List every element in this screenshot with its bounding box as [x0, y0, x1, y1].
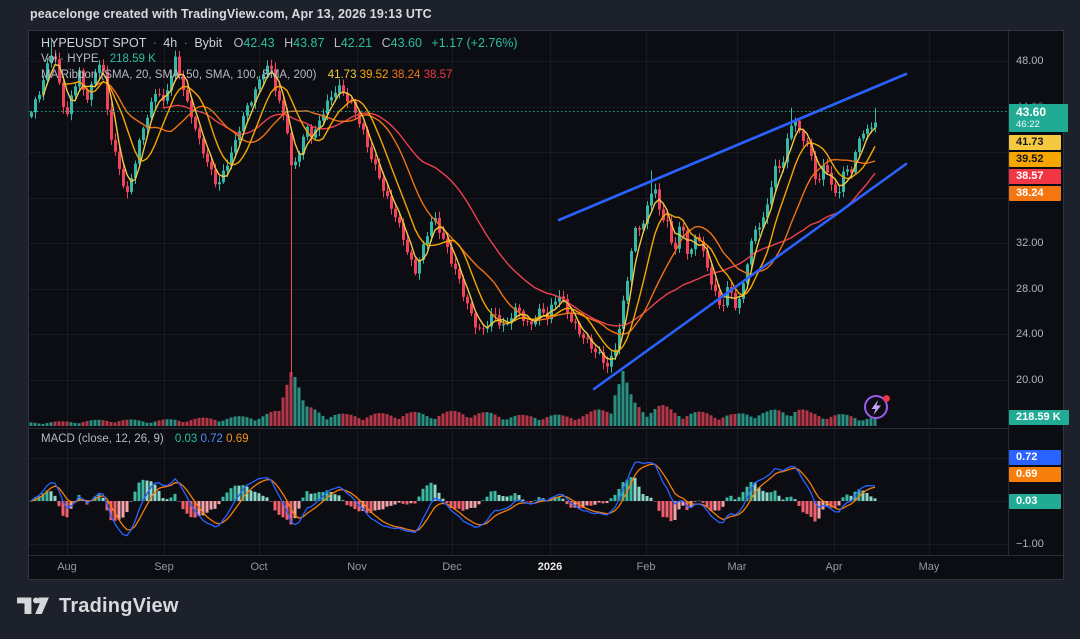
price-tick: 24.00 [1016, 328, 1044, 340]
last-price-value: 43.60 [1016, 105, 1047, 119]
sma200-badge: 38.57 [1009, 169, 1061, 184]
low-label: L [333, 36, 341, 50]
high-label: H [284, 36, 294, 50]
month-label: Oct [250, 561, 268, 573]
sma50-badge: 39.52 [1009, 152, 1061, 167]
macd-signal-value: 0.69 [226, 433, 249, 445]
year-label: 2026 [537, 561, 563, 573]
macd-tick: −1.00 [1016, 538, 1044, 550]
close-label: C [381, 36, 391, 50]
sma20-value: 41.73 [327, 69, 357, 81]
footer: TradingView [0, 578, 1080, 639]
macd-hist-value: 0.03 [174, 433, 198, 445]
tradingview-logo[interactable]: TradingView [16, 592, 179, 620]
volume-label[interactable]: Vol · HYPE [41, 53, 99, 65]
sma50-value: 39.52 [359, 69, 389, 81]
volume-value: 218.59 K [109, 53, 156, 65]
lightning-icon [864, 395, 890, 419]
change-value: +1.17 (+2.76%) [431, 36, 518, 50]
exchange-label[interactable]: Bybit [194, 36, 223, 50]
sma100-badge: 38.24 [1009, 186, 1061, 201]
low-value: 42.21 [340, 36, 373, 50]
macd-line-value: 0.72 [200, 433, 223, 445]
price-tick: 48.00 [1016, 55, 1044, 67]
legend-separator: · [183, 36, 188, 50]
interval-label[interactable]: 4h [163, 36, 178, 50]
time-axis[interactable]: Aug Sep Oct Nov Dec 2026 Feb Mar Apr May [29, 555, 1063, 580]
legend-separator: · [152, 36, 157, 50]
macd-label[interactable]: MACD (close, 12, 26, 9) [41, 433, 164, 445]
volume-badge: 218.59 K [1009, 410, 1069, 425]
month-label: Sep [154, 561, 174, 573]
sma100-value: 38.24 [391, 69, 421, 81]
macd-hist-badge: 0.03 [1009, 494, 1061, 509]
price-tick: 28.00 [1016, 283, 1044, 295]
chart-widget: HYPEUSDT SPOT · 4h · Bybit O42.43 H43.87… [28, 30, 1069, 580]
last-price-badge: 43.60 46:22 [1009, 104, 1068, 132]
price-tick: 20.00 [1016, 374, 1044, 386]
attribution-text: peacelonge created with TradingView.com,… [30, 7, 432, 21]
ma-ribbon-legend[interactable]: MA Ribbon (SMA, 20, SMA, 50, SMA, 100, S… [41, 69, 452, 81]
sma200-value: 38.57 [423, 69, 453, 81]
month-label: May [918, 561, 940, 573]
month-label: Feb [636, 561, 656, 573]
attribution-bar: peacelonge created with TradingView.com,… [0, 0, 1080, 30]
price-tick: 32.00 [1016, 237, 1044, 249]
macd-legend[interactable]: MACD (close, 12, 26, 9) 0.03 0.72 0.69 [41, 433, 249, 445]
tradingview-brand-text: TradingView [59, 594, 179, 617]
month-label: Dec [442, 561, 462, 573]
ma-ribbon-label[interactable]: MA Ribbon (SMA, 20, SMA, 50, SMA, 100, S… [41, 69, 317, 81]
tradingview-logo-icon [17, 597, 49, 614]
lightning-button[interactable] [862, 392, 892, 422]
close-value: 43.60 [390, 36, 422, 50]
month-label: Mar [727, 561, 747, 573]
chart-plot-area[interactable] [29, 31, 1008, 555]
symbol-legend[interactable]: HYPEUSDT SPOT · 4h · Bybit O42.43 H43.87… [41, 36, 518, 50]
month-label: Apr [825, 561, 843, 573]
open-label: O [233, 36, 244, 50]
macd-line-badge: 0.72 [1009, 450, 1061, 465]
month-label: Aug [57, 561, 77, 573]
price-scale[interactable]: 48.00 44.00 32.00 28.00 24.00 20.00 43.6… [1008, 31, 1069, 555]
sma20-badge: 41.73 [1009, 135, 1061, 150]
open-value: 42.43 [243, 36, 275, 50]
high-value: 43.87 [293, 36, 325, 50]
bar-countdown: 46:22 [1016, 119, 1040, 130]
volume-legend[interactable]: Vol · HYPE 218.59 K [41, 53, 156, 65]
macd-signal-badge: 0.69 [1009, 467, 1061, 482]
symbol-title[interactable]: HYPEUSDT SPOT [41, 36, 147, 50]
month-label: Nov [347, 561, 367, 573]
